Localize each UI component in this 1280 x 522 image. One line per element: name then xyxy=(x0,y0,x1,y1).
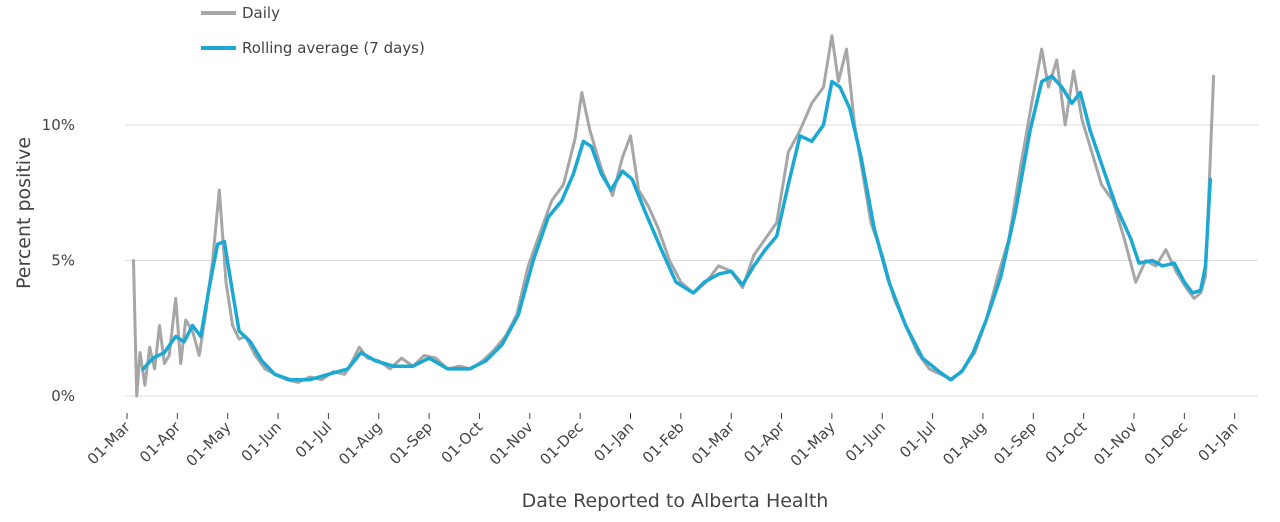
x-tick-label: 01-Sep xyxy=(990,418,1040,468)
x-tick-label: 01-Sep xyxy=(386,418,436,468)
legend-label: Rolling average (7 days) xyxy=(242,39,425,57)
x-tick-label: 01-Jul xyxy=(292,418,335,461)
rolling-average-series-line xyxy=(141,74,1213,382)
y-axis-ticks: 0% 5% 10% xyxy=(42,116,75,405)
x-axis-title: Date Reported to Alberta Health xyxy=(522,490,829,512)
x-tick-label: 01-Dec xyxy=(536,418,587,469)
x-tick-label: 01-Jun xyxy=(842,418,889,465)
legend-item[interactable]: Rolling average (7 days) xyxy=(201,39,425,57)
legend-label: Daily xyxy=(242,4,280,22)
legend-item[interactable]: Daily xyxy=(201,4,280,22)
x-tick-label: 01-Oct xyxy=(1042,418,1091,467)
y-gridlines xyxy=(125,124,1258,397)
y-tick-label: 10% xyxy=(42,116,75,134)
x-tick-label: 01-Apr xyxy=(136,418,185,467)
x-tick-label: 01-Nov xyxy=(1090,418,1141,469)
x-tick-label: 01-Jan xyxy=(1195,418,1242,465)
x-tick-label: 01-Aug xyxy=(335,418,386,469)
x-tick-label: 01-Nov xyxy=(486,418,537,469)
x-tick-label: 01-Apr xyxy=(740,418,789,467)
x-tick-label: 01-Feb xyxy=(639,418,688,467)
series-lines xyxy=(132,34,1216,398)
x-tick-label: 01-Mar xyxy=(688,418,739,469)
x-tick-label: 01-May xyxy=(787,418,839,470)
x-tick-label: 01-May xyxy=(183,418,235,470)
y-tick-label: 5% xyxy=(51,252,75,270)
x-tick-label: 01-Oct xyxy=(438,418,487,467)
x-tick-label: 01-Dec xyxy=(1141,418,1192,469)
x-tick-label: 01-Jul xyxy=(896,418,939,461)
x-tick-label: 01-Mar xyxy=(84,418,135,469)
x-tick-label: 01-Jun xyxy=(238,418,285,465)
x-tick-label: 01-Jan xyxy=(590,418,637,465)
x-tick-label: 01-Aug xyxy=(939,418,990,469)
legend[interactable]: Daily Rolling average (7 days) xyxy=(201,4,425,57)
y-tick-label: 0% xyxy=(51,387,75,405)
y-axis-title: Percent positive xyxy=(13,137,35,289)
daily-series-line xyxy=(132,34,1216,398)
